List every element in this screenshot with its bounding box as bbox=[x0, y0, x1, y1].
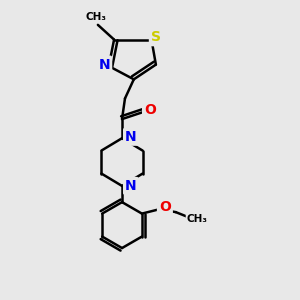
Text: O: O bbox=[159, 200, 171, 214]
Text: CH₃: CH₃ bbox=[187, 214, 208, 224]
Text: O: O bbox=[144, 103, 156, 117]
Text: N: N bbox=[125, 130, 137, 144]
Text: N: N bbox=[98, 58, 110, 72]
Text: CH₃: CH₃ bbox=[86, 12, 107, 22]
Text: S: S bbox=[151, 30, 161, 44]
Text: N: N bbox=[125, 179, 137, 193]
